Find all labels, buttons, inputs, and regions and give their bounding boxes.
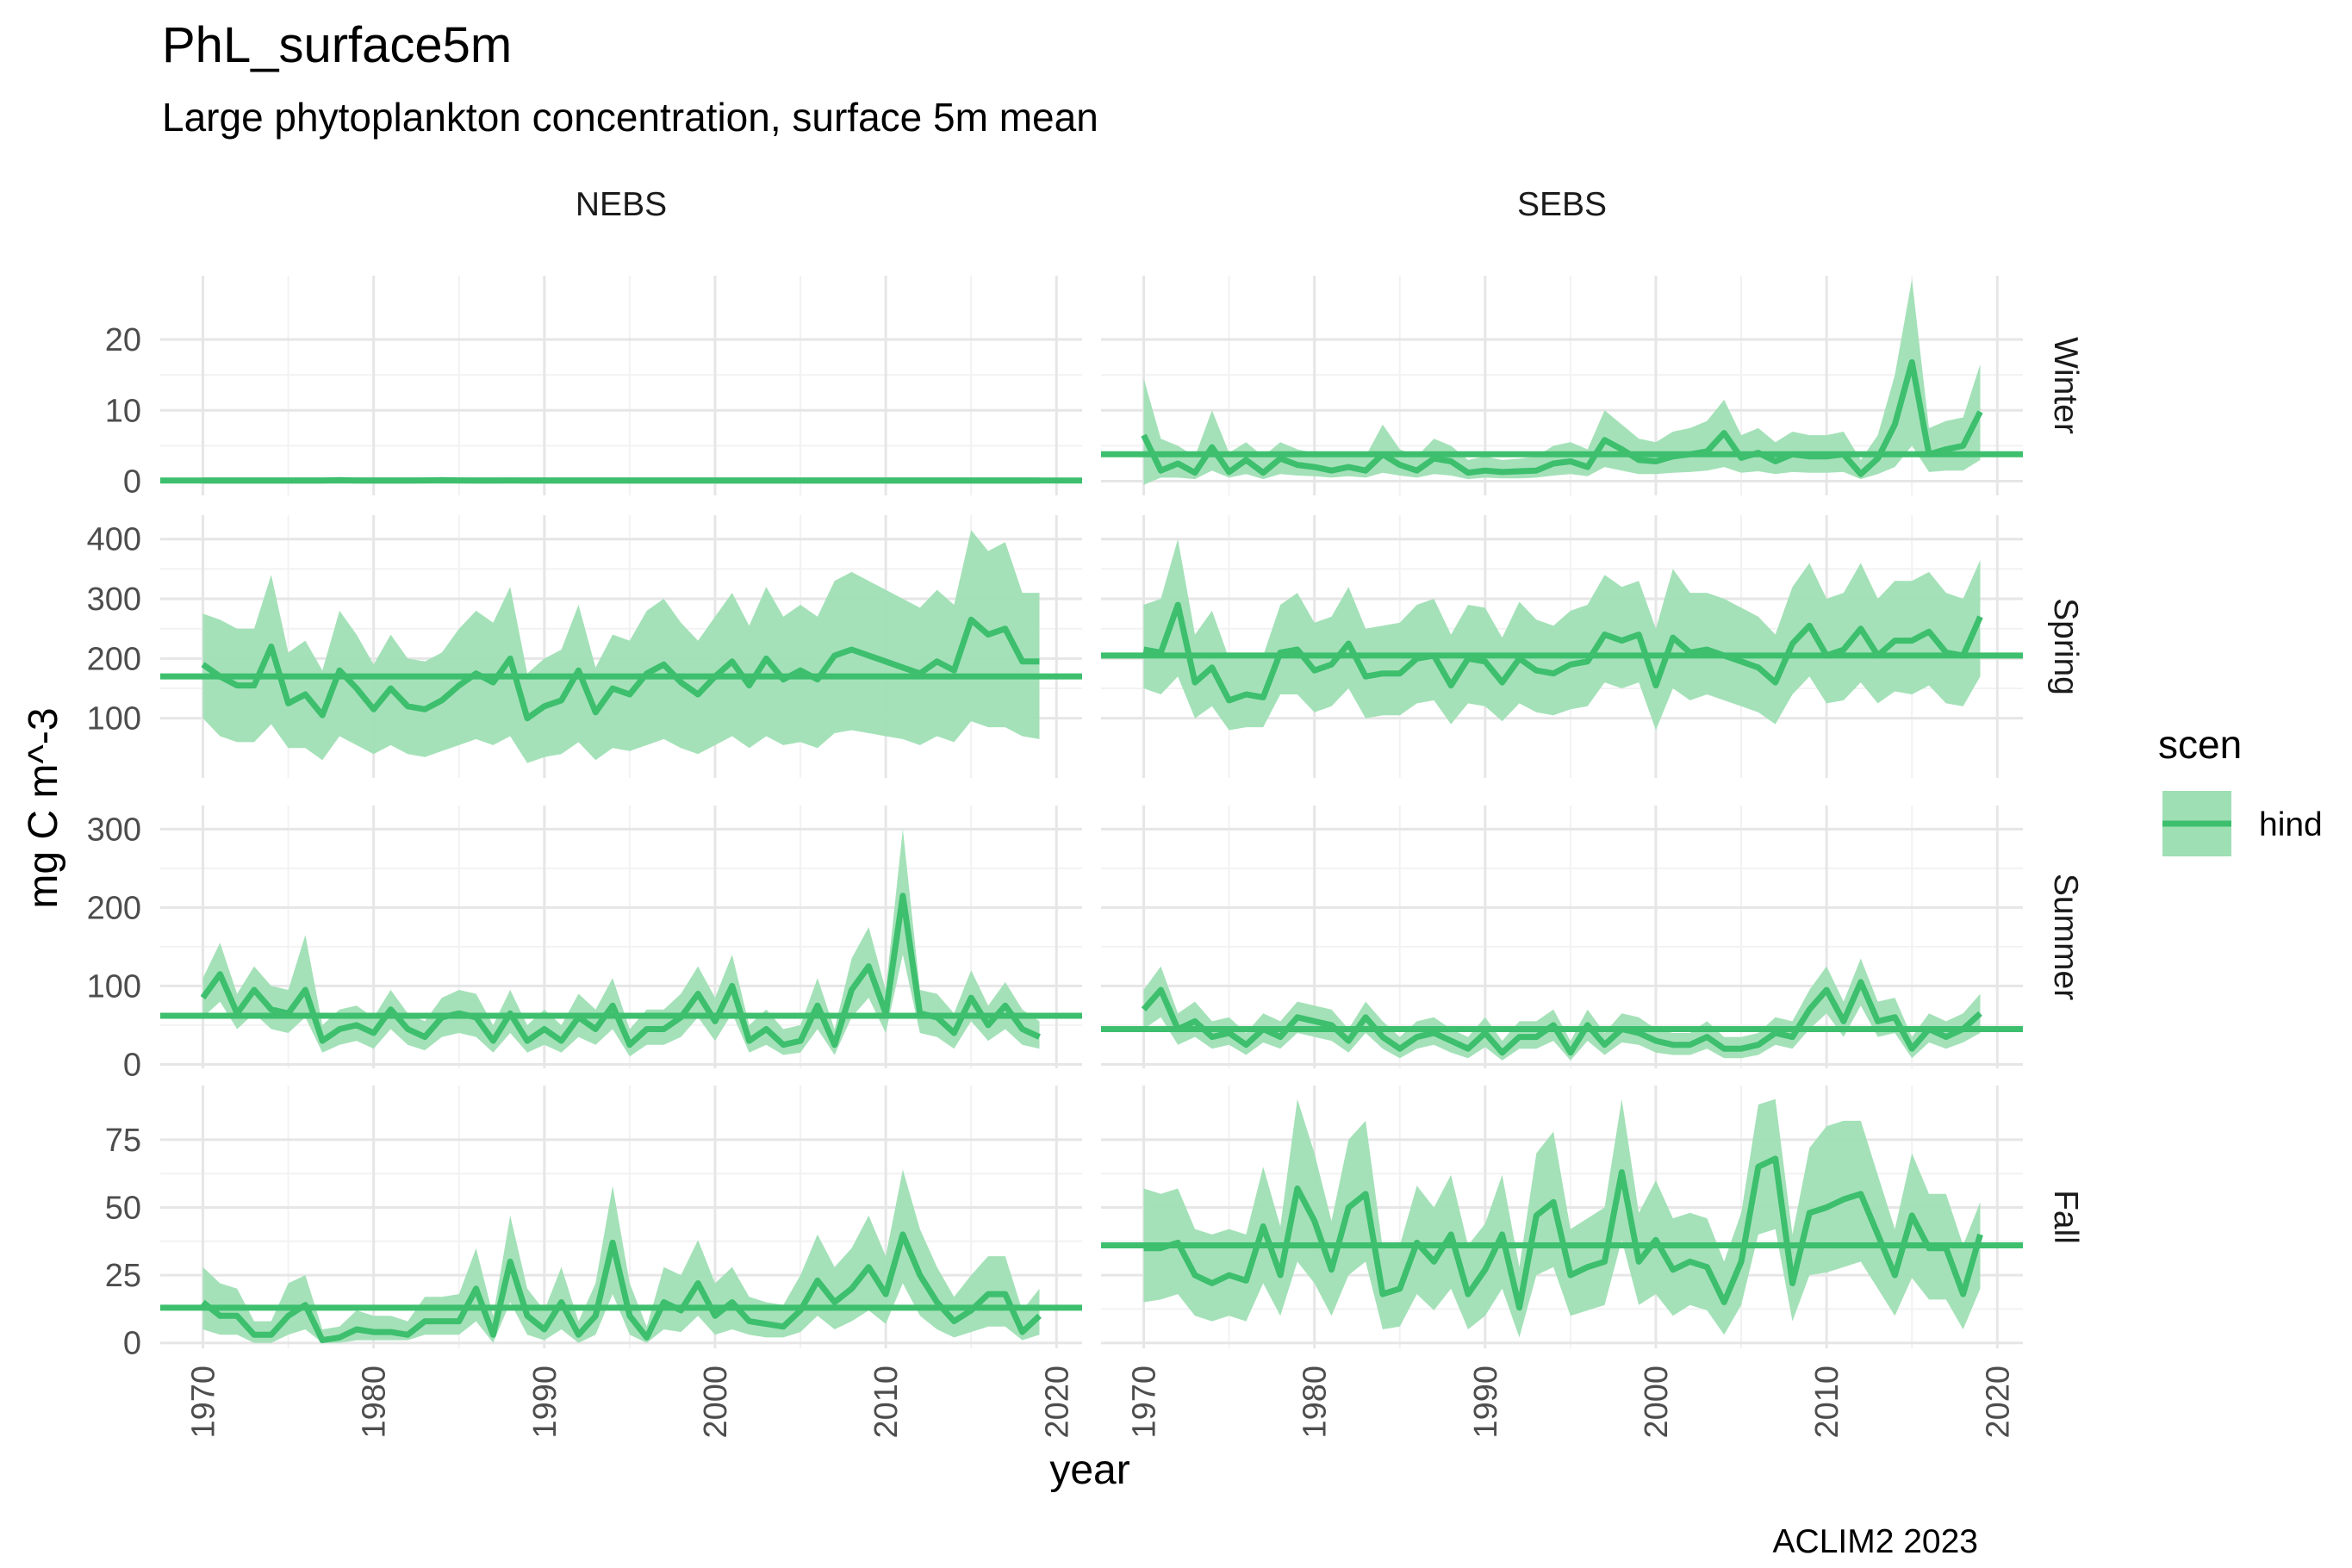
x-tick-label: 1990 [1468,1366,1504,1439]
facet-panels: NEBS SEBS Winter 0 10 20 Spring 100 200 300 400 Sum… [87,186,2084,1439]
strip-label-summer: Summer [2047,874,2084,1000]
y-tick-label: 25 [105,1258,141,1294]
x-tick-label: 1980 [1297,1366,1334,1439]
x-tick-label: 1970 [186,1366,222,1439]
series-ribbon-hind [1143,958,1981,1061]
x-tick-label: 2020 [1980,1366,2016,1439]
x-tick-label: 2000 [1639,1366,1675,1439]
series-ribbon-hind [202,530,1040,763]
series-line-hind [1142,601,1983,704]
panel-sebs-winter [1101,276,2023,495]
y-tick-label: 20 [105,322,141,358]
panel-sebs-spring [1101,515,2023,778]
panel-nebs-fall [160,1086,1082,1348]
strip-label-fall: Fall [2047,1190,2084,1244]
y-tick-label: 200 [87,641,141,677]
y-tick-label: 10 [105,393,141,429]
panel-nebs-summer [160,806,1082,1068]
chart-title: PhL_surface5m [162,17,512,73]
x-tick-label: 2010 [868,1366,905,1439]
y-tick-label: 100 [87,968,141,1005]
panel-sebs-summer [1101,806,2023,1068]
x-axis-title: year [1049,1447,1129,1493]
y-tick-label: 300 [87,812,141,848]
y-tick-label: 75 [105,1123,141,1159]
series-line-hind [201,1231,1042,1344]
y-tick-label: 0 [123,1047,141,1083]
chart-subtitle: Large phytoplankton concentration, surfa… [162,95,1098,140]
series-line-hind [1141,979,1982,1056]
y-tick-label: 50 [105,1190,141,1226]
series-line-hind [201,616,1040,722]
series-line-hind [1143,1155,1983,1311]
y-tick-label: 400 [87,522,141,558]
x-tick-label: 2000 [698,1366,734,1439]
panel-nebs-winter [160,276,1082,495]
strip-label-sebs: SEBS [1517,186,1607,223]
y-tick-label: 0 [123,464,141,501]
x-tick-label: 1990 [527,1366,563,1439]
panel-sebs-fall [1101,1086,2023,1348]
legend-label: hind [2259,806,2323,843]
legend-title: scen [2158,722,2242,767]
y-tick-label: 200 [87,890,141,926]
strip-label-nebs: NEBS [576,186,667,223]
strip-label-winter: Winter [2047,337,2084,434]
y-tick-label: 0 [123,1326,141,1362]
y-tick-label: 300 [87,582,141,618]
y-tick-label: 100 [87,701,141,737]
y-axis-title: mg C m^-3 [21,707,66,908]
caption: ACLIM2 2023 [1773,1523,1978,1560]
x-tick-label: 2020 [1039,1366,1075,1439]
x-tick-label: 2010 [1809,1366,1845,1439]
strip-label-spring: Spring [2047,598,2084,695]
series-ribbon-hind [1143,1098,1981,1338]
x-tick-label: 1980 [357,1366,393,1439]
series-line-hind [200,893,1041,1048]
panel-nebs-spring [160,515,1082,778]
x-tick-label: 1970 [1127,1366,1163,1439]
legend: scen hind [2158,722,2323,856]
series-line-hind [1141,358,1983,477]
